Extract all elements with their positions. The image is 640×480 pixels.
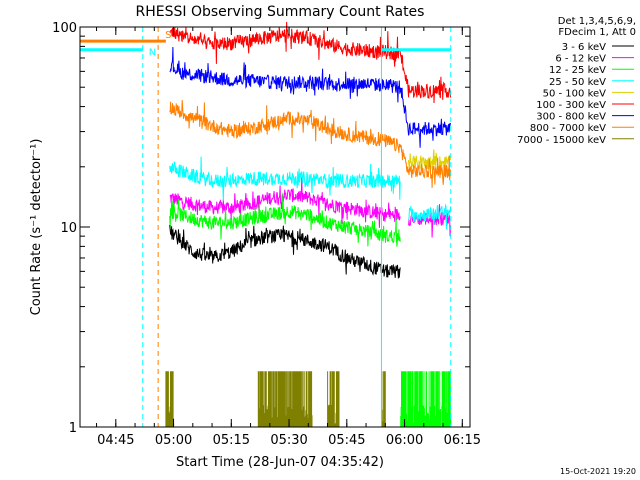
legend-label: 25 - 50 keV: [549, 77, 606, 88]
legend: Det 1,3,4,5,6,9,FDecim 1, Att 0 3 - 6 keV…: [517, 16, 636, 146]
series-100-300-kev: [169, 21, 452, 104]
x-axis-label: Start Time (28-Jun-07 04:35:42): [176, 455, 384, 470]
legend-label: 50 - 100 keV: [543, 88, 607, 99]
series-line: [169, 21, 452, 104]
series-line: [169, 192, 401, 247]
series-burst: [327, 371, 340, 427]
y-axis-label: Count Rate (s⁻¹ detector⁻¹): [29, 139, 44, 316]
flag-letter-s: S: [165, 30, 171, 41]
legend-label: 800 - 7000 keV: [530, 123, 606, 134]
x-tick-label: 05:45: [328, 433, 365, 448]
series-25-50-kev: [169, 156, 452, 230]
flag-letter-n: N: [149, 48, 156, 59]
legend-header-line: Det 1,3,4,5,6,9,: [558, 16, 636, 27]
x-tick-label: 06:15: [444, 433, 481, 448]
x-tick-label: 05:00: [155, 433, 192, 448]
chart-title: RHESSI Observing Summary Count Rates: [136, 4, 425, 20]
plot-series-group: [165, 21, 452, 427]
series-line: [169, 156, 452, 230]
series-burst: [400, 371, 452, 427]
legend-label: 100 - 300 keV: [536, 100, 606, 111]
legend-label: 6 - 12 keV: [555, 54, 606, 65]
x-tick-label: 06:00: [386, 433, 423, 448]
generation-timestamp: 15-Oct-2021 19:20: [560, 467, 636, 476]
y-tick-label: 10: [60, 221, 77, 236]
legend-label: 7000 - 15000 keV: [517, 135, 606, 146]
series-line: [169, 225, 401, 279]
series-3-6-kev: [169, 225, 401, 279]
series-300-800-kev: [169, 46, 452, 148]
x-tick-label: 05:15: [213, 433, 250, 448]
series-burst: [381, 371, 386, 427]
series-800-7000-kev: [169, 99, 452, 188]
y-tick-label: 100: [52, 21, 77, 36]
y-tick-label: 1: [69, 421, 77, 436]
legend-label: 300 - 800 keV: [536, 112, 606, 123]
x-tick-label: 04:45: [97, 433, 134, 448]
series-line: [169, 99, 452, 188]
legend-label: 12 - 25 keV: [549, 65, 606, 76]
series-12-25-kev: [169, 192, 401, 247]
series-12-25-kev-late-: [400, 371, 452, 427]
legend-header-line: FDecim 1, Att 0: [558, 27, 636, 38]
series-7000-15000-kev: [165, 371, 386, 427]
axis-ticks-group: 04:45 05:00 05:15 05:30 05:45 06:00 06:15 1 10 10…: [52, 21, 481, 448]
markers-group: NS: [80, 27, 452, 427]
series-line: [169, 46, 452, 148]
legend-label: 3 - 6 keV: [562, 42, 606, 53]
series-burst: [257, 371, 313, 427]
x-tick-label: 05:30: [270, 433, 307, 448]
series-burst: [165, 371, 174, 427]
